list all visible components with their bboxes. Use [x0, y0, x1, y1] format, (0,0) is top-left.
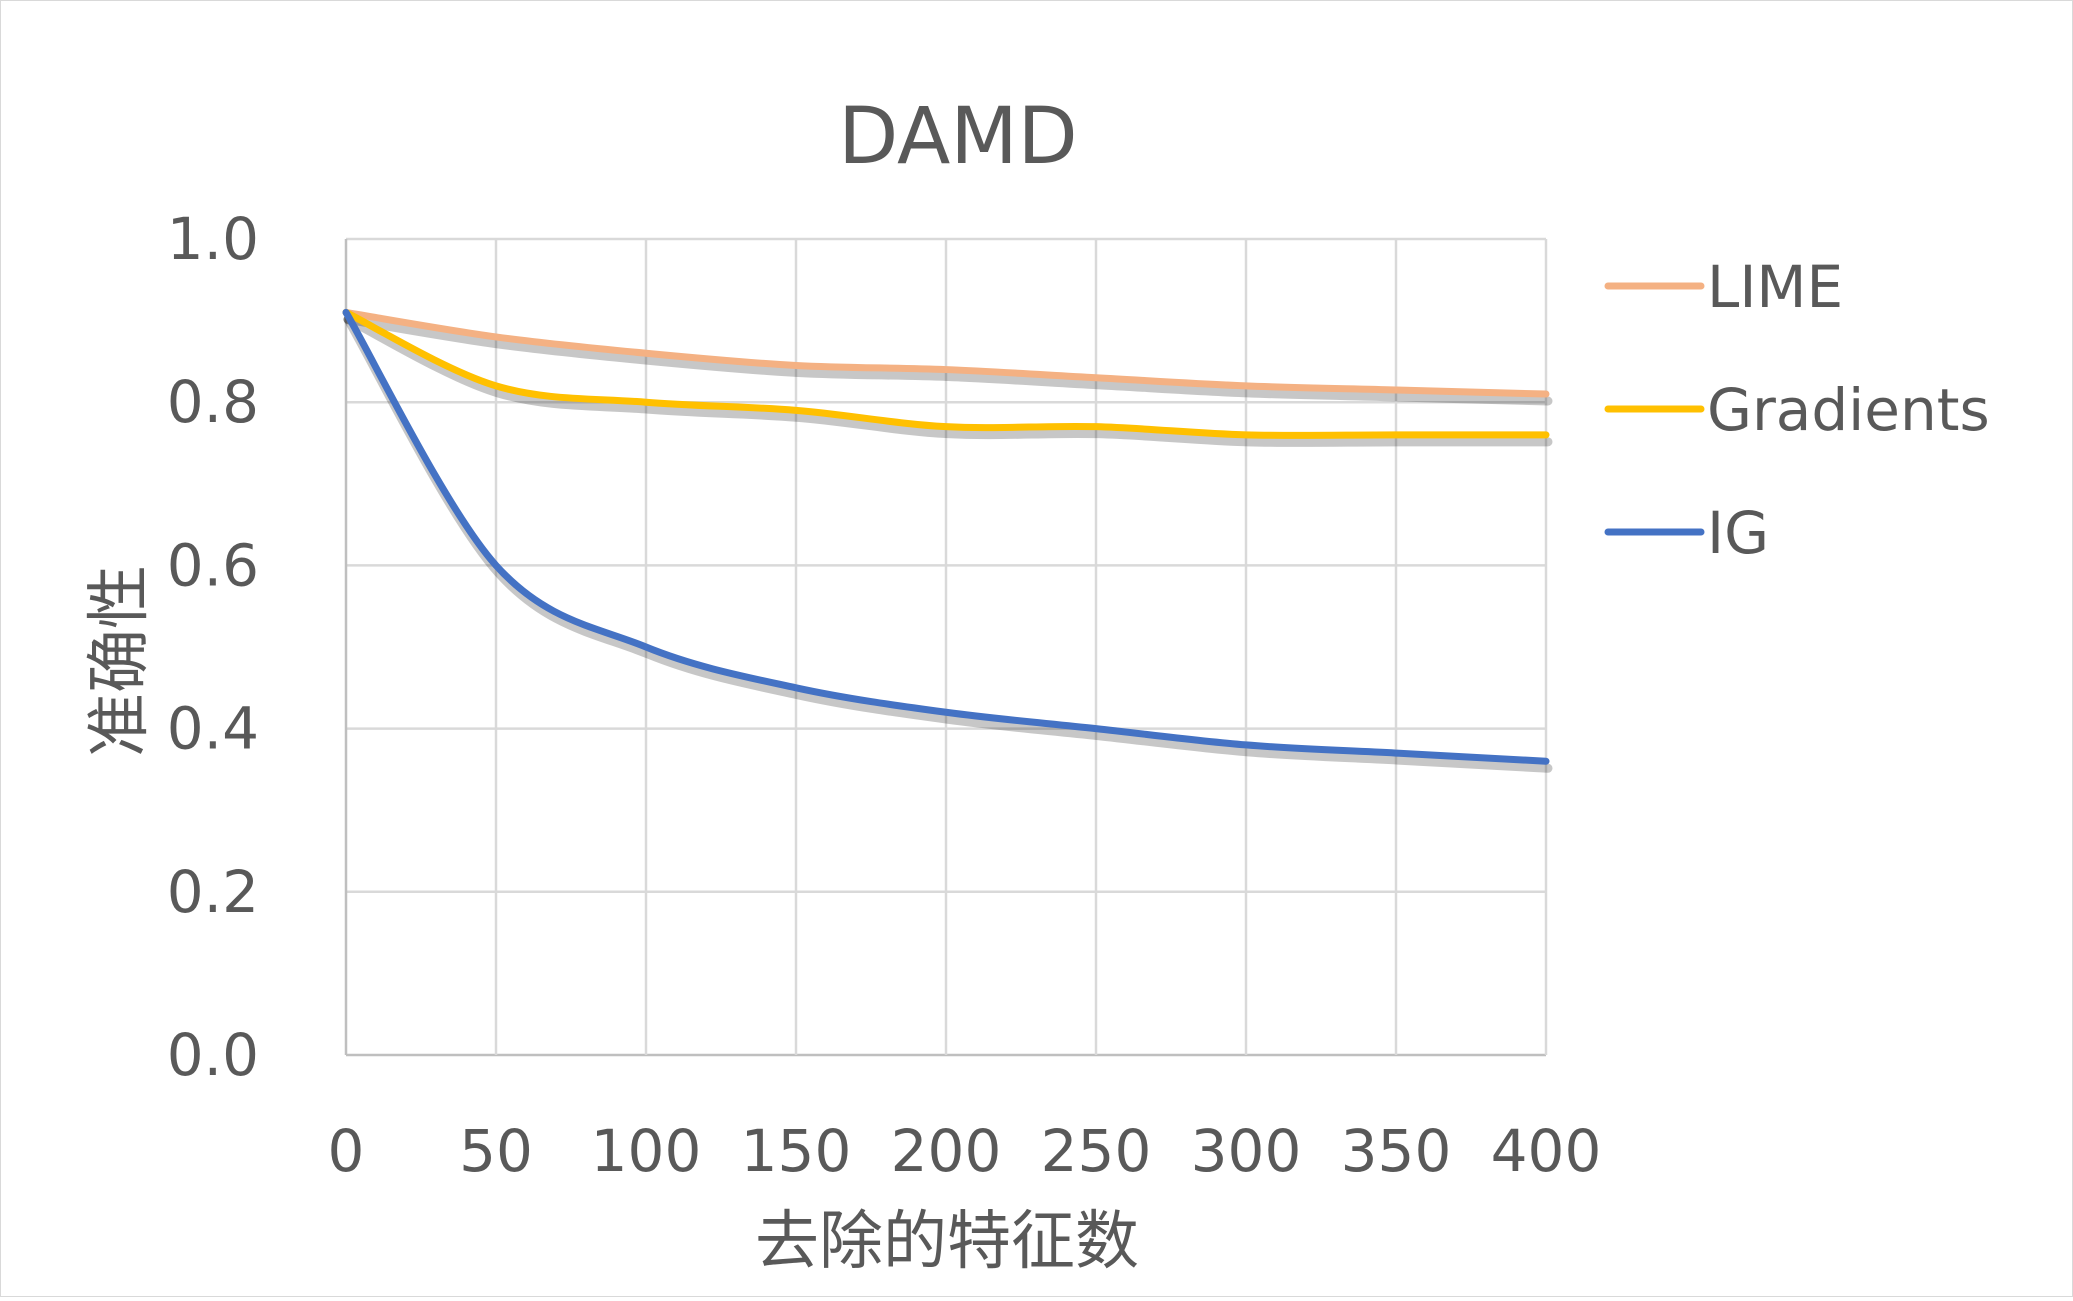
axes: 0.0 0.2 0.4 0.6 0.8 1.0 0 50 100 150 200 250 300 350 4…: [167, 205, 1602, 1185]
series-line-ig: [342, 308, 1550, 765]
chart-title: DAMD: [838, 92, 1077, 182]
y-tick-label: 0.0: [167, 1021, 259, 1089]
legend: LIME Gradients IG: [1604, 253, 1990, 567]
y-tick-label: 0.6: [167, 531, 259, 599]
x-tick-label: 400: [1491, 1117, 1602, 1185]
y-axis-title: 准确性: [83, 565, 157, 757]
series-shadow-lime: [343, 314, 1553, 406]
gridlines: [344, 237, 1548, 1057]
x-tick-label: 50: [459, 1117, 533, 1185]
legend-label-ig: IG: [1707, 499, 1769, 567]
x-axis-title: 去除的特征数: [755, 1205, 1139, 1279]
series-shadow-gradients: [343, 314, 1553, 447]
x-tick-label: 100: [591, 1117, 702, 1185]
y-tick-label: 0.2: [167, 858, 259, 926]
y-tick-label: 1.0: [167, 205, 259, 273]
x-tick-label: 300: [1191, 1117, 1302, 1185]
x-tick-label: 350: [1341, 1117, 1452, 1185]
x-tick-label: 200: [891, 1117, 1002, 1185]
y-tick-label: 0.4: [167, 695, 259, 763]
series-line-gradients: [342, 308, 1550, 439]
series-lines: [342, 308, 1553, 773]
legend-label-gradients: Gradients: [1707, 376, 1990, 444]
x-tick-label: 0: [328, 1117, 365, 1185]
x-tick-label: 250: [1041, 1117, 1152, 1185]
y-tick-label: 0.8: [167, 368, 259, 436]
x-tick-label: 150: [741, 1117, 852, 1185]
series-line-lime: [342, 308, 1550, 398]
legend-label-lime: LIME: [1707, 253, 1843, 321]
